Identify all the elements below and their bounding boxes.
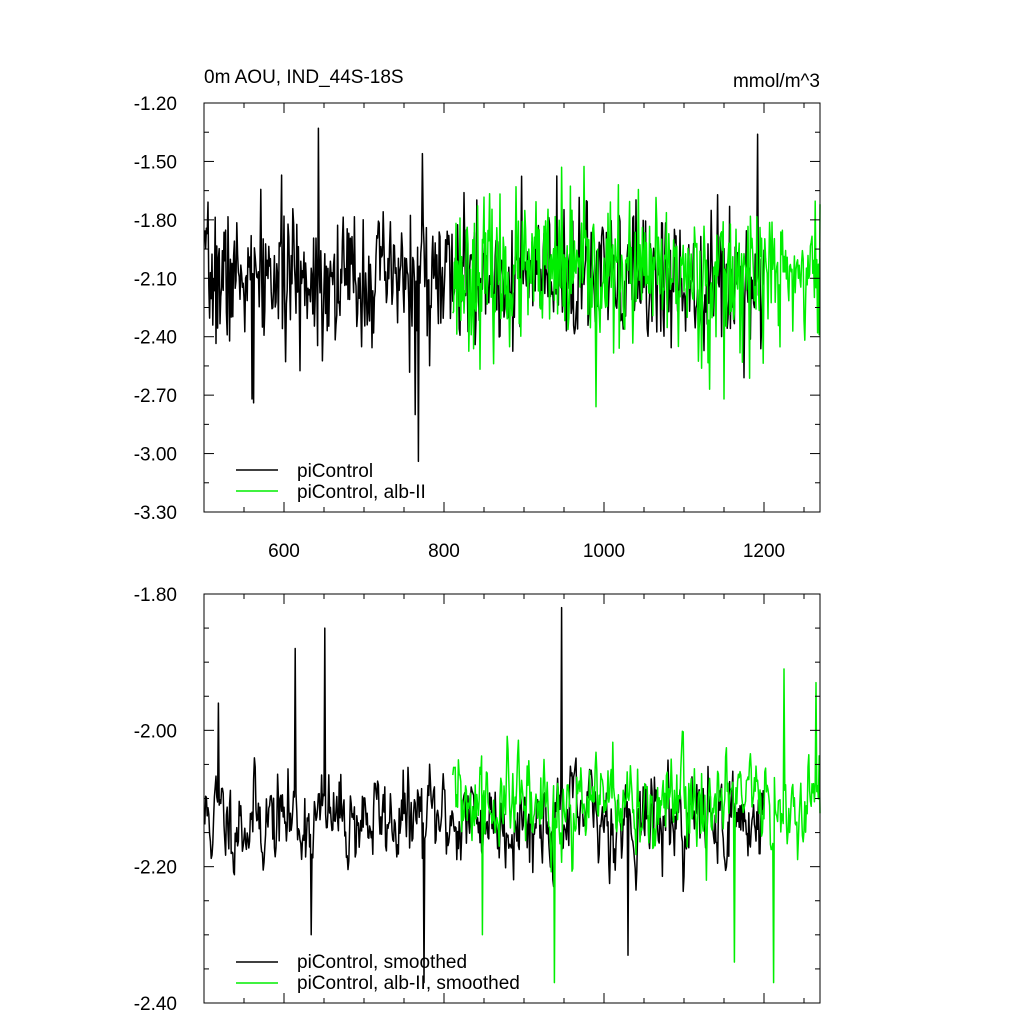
legend-label-picontrol-alb-ii: piControl, alb-II [297, 482, 426, 503]
y-tick-label: -1.50 [134, 152, 177, 173]
legend-label-picontrol-alb-ii-smoothed: piControl, alb-II, smoothed [297, 973, 520, 994]
y-tick-label: -1.20 [134, 94, 177, 115]
top-panel: 0m AOU, IND_44S-18S mmol/m^3 -3.30-3.00-… [134, 67, 821, 562]
top-panel-title: 0m AOU, IND_44S-18S [204, 67, 404, 88]
series-line-picontrol-alb-ii-smoothed [452, 668, 821, 984]
y-tick-label: -2.10 [134, 269, 177, 290]
series-line-picontrol-alb-ii [452, 165, 821, 408]
y-tick-label: -1.80 [134, 211, 177, 232]
top-legend: piControl piControl, alb-II [236, 461, 426, 503]
bottom-panel: -2.40 -2.20 -2.00 -1.80 piControl, smoothed… [134, 585, 821, 1015]
bottom-plot-area: -2.40 -2.20 -2.00 -1.80 [134, 585, 821, 1015]
y-tick-label: -1.80 [134, 585, 177, 606]
y-tick-label: -2.70 [134, 386, 177, 407]
y-tick-label: -2.40 [134, 994, 177, 1015]
legend-label-picontrol: piControl [297, 461, 373, 482]
y-tick-label: -2.40 [134, 328, 177, 349]
x-tick-label: 1200 [743, 541, 785, 562]
top-panel-units: mmol/m^3 [733, 71, 820, 92]
y-tick-label: -2.00 [134, 721, 177, 742]
legend-label-picontrol-smoothed: piControl, smoothed [297, 952, 467, 973]
x-tick-label: 800 [428, 541, 460, 562]
y-tick-label: -3.30 [134, 503, 177, 524]
x-tick-label: 600 [268, 541, 300, 562]
bottom-legend: piControl, smoothed piControl, alb-II, s… [236, 952, 520, 994]
top-plot-area: -3.30 -3.00 -2.70 -2.40 -2.10 -1.80 -1.50 -1.20… [134, 94, 821, 562]
y-tick-label: -2.20 [134, 858, 177, 879]
y-tick-label: -3.00 [134, 445, 177, 466]
x-tick-label: 1000 [583, 541, 625, 562]
